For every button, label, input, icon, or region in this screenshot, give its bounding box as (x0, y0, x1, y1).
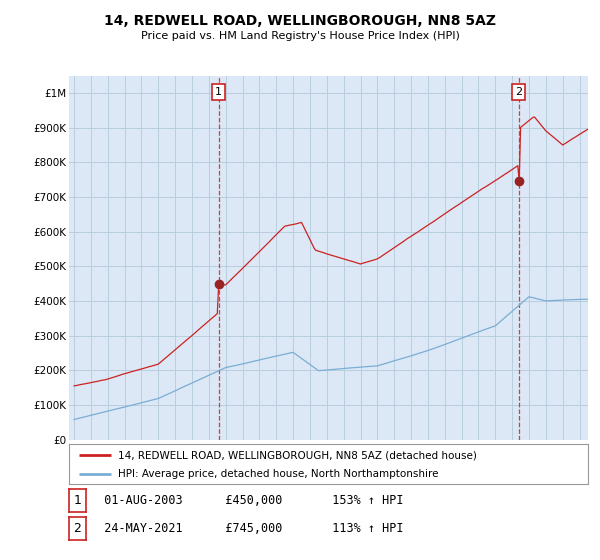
Text: 2: 2 (73, 522, 82, 535)
Text: 2: 2 (515, 87, 522, 97)
Text: 01-AUG-2003      £450,000       153% ↑ HPI: 01-AUG-2003 £450,000 153% ↑ HPI (90, 494, 404, 507)
Text: 14, REDWELL ROAD, WELLINGBOROUGH, NN8 5AZ (detached house): 14, REDWELL ROAD, WELLINGBOROUGH, NN8 5A… (118, 450, 477, 460)
Text: HPI: Average price, detached house, North Northamptonshire: HPI: Average price, detached house, Nort… (118, 469, 439, 479)
Text: 14, REDWELL ROAD, WELLINGBOROUGH, NN8 5AZ: 14, REDWELL ROAD, WELLINGBOROUGH, NN8 5A… (104, 14, 496, 28)
Text: 24-MAY-2021      £745,000       113% ↑ HPI: 24-MAY-2021 £745,000 113% ↑ HPI (90, 522, 404, 535)
Text: 1: 1 (73, 494, 82, 507)
Text: 1: 1 (215, 87, 222, 97)
Text: Price paid vs. HM Land Registry's House Price Index (HPI): Price paid vs. HM Land Registry's House … (140, 31, 460, 41)
